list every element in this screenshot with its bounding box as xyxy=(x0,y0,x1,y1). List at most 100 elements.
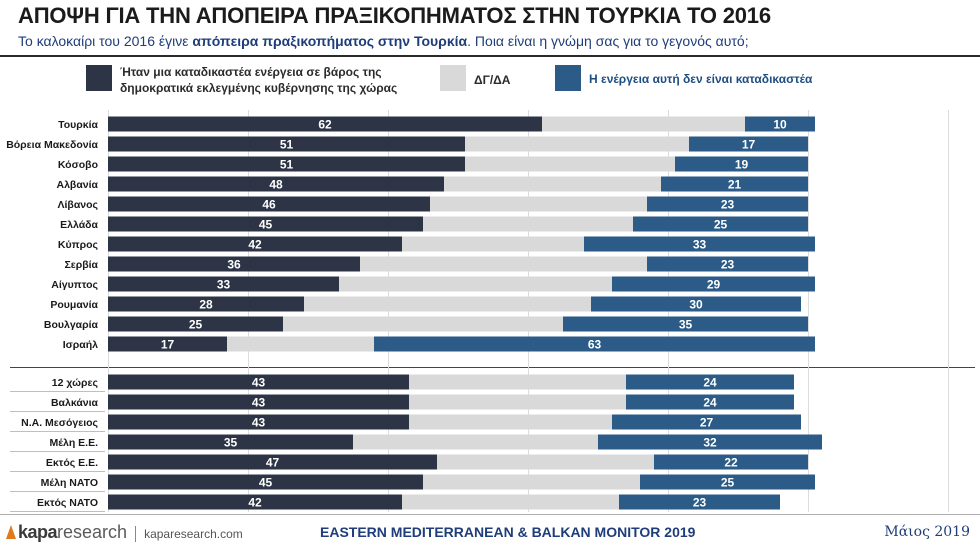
legend-label-condemn: Ήταν μια καταδικαστέα ενέργεια σε βάρος … xyxy=(120,64,397,96)
bar-dk-g0-r5 xyxy=(423,216,633,232)
value-not-g0-r9: 30 xyxy=(689,298,703,312)
bar-not-g1-r5 xyxy=(640,474,815,490)
row-label-g0-r4: Λίβανος xyxy=(58,199,99,211)
value-condemn-g0-r0: 62 xyxy=(318,118,332,132)
bar-not-g0-r0 xyxy=(745,116,815,132)
value-not-g1-r1: 24 xyxy=(703,396,717,410)
legend-swatch-condemn xyxy=(86,65,112,91)
bar-condemn-g1-r1 xyxy=(108,394,409,410)
value-not-g1-r4: 22 xyxy=(724,456,738,470)
value-condemn-g1-r1: 43 xyxy=(252,396,266,410)
row-label-g1-r0: 12 χώρες xyxy=(52,377,99,389)
value-condemn-g0-r7: 36 xyxy=(227,258,241,272)
row-label-g0-r9: Ρουμανία xyxy=(50,299,98,311)
value-not-g0-r11: 63 xyxy=(588,338,602,352)
value-not-g1-r0: 24 xyxy=(703,376,717,390)
bar-not-g0-r4 xyxy=(647,196,808,212)
page-title: ΑΠΟΨΗ ΓΙΑ ΤΗΝ ΑΠΟΠΕΙΡΑ ΠΡΑΞΙΚΟΠΗΜΑΤΟΣ ΣΤ… xyxy=(18,3,771,28)
bar-dk-g1-r3 xyxy=(353,434,598,450)
row-label-g0-r3: Αλβανία xyxy=(57,179,99,191)
bar-dk-g0-r7 xyxy=(360,256,647,272)
bar-condemn-g0-r5 xyxy=(108,216,423,232)
bar-condemn-g0-r11 xyxy=(108,336,227,352)
logo-mark-icon xyxy=(6,525,16,539)
row-label-g0-r5: Ελλάδα xyxy=(60,219,98,231)
bar-dk-g1-r2 xyxy=(409,414,612,430)
bar-not-g0-r6 xyxy=(584,236,815,252)
value-condemn-g1-r5: 45 xyxy=(259,476,273,490)
value-condemn-g0-r9: 28 xyxy=(199,298,213,312)
bar-condemn-g0-r6 xyxy=(108,236,402,252)
bar-dk-g1-r4 xyxy=(437,454,654,470)
bar-dk-g0-r10 xyxy=(283,316,563,332)
value-not-g1-r5: 25 xyxy=(721,476,735,490)
subtitle-text-start: Το καλοκαίρι του 2016 έγινε xyxy=(18,33,193,49)
value-not-g0-r8: 29 xyxy=(707,278,721,292)
row-label-g1-r3: Μέλη Ε.Ε. xyxy=(50,437,99,449)
row-label-g1-r4: Εκτός Ε.Ε. xyxy=(46,457,98,469)
bar-dk-g0-r1 xyxy=(465,136,689,152)
value-not-g0-r2: 19 xyxy=(735,158,749,172)
bar-dk-g0-r9 xyxy=(304,296,591,312)
bar-dk-g1-r0 xyxy=(409,374,626,390)
bar-condemn-g0-r2 xyxy=(108,156,465,172)
row-label-g0-r8: Αίγυπτος xyxy=(51,279,98,291)
legend-swatch-not xyxy=(555,65,581,91)
value-not-g0-r4: 23 xyxy=(721,198,735,212)
value-condemn-g1-r4: 47 xyxy=(266,456,280,470)
bar-condemn-g1-r3 xyxy=(108,434,353,450)
bar-condemn-g0-r8 xyxy=(108,276,339,292)
bar-not-g0-r9 xyxy=(591,296,801,312)
bar-condemn-g0-r9 xyxy=(108,296,304,312)
value-condemn-g0-r10: 25 xyxy=(189,318,203,332)
value-not-g1-r6: 23 xyxy=(693,496,707,510)
bar-condemn-g0-r7 xyxy=(108,256,360,272)
row-label-g0-r7: Σερβία xyxy=(64,259,98,271)
bar-not-g1-r1 xyxy=(626,394,794,410)
value-not-g0-r3: 21 xyxy=(728,178,742,192)
value-condemn-g0-r4: 46 xyxy=(262,198,276,212)
value-condemn-g0-r1: 51 xyxy=(280,138,294,152)
kapa-research-logo: kaparesearch kaparesearch.com xyxy=(6,522,243,542)
bar-dk-g0-r4 xyxy=(430,196,647,212)
row-label-g0-r6: Κύπρος xyxy=(58,239,99,251)
row-label-g0-r1: Βόρεια Μακεδονία xyxy=(6,139,98,151)
bar-not-g0-r3 xyxy=(661,176,808,192)
value-not-g0-r6: 33 xyxy=(693,238,707,252)
bar-not-g1-r3 xyxy=(598,434,822,450)
bar-condemn-g0-r3 xyxy=(108,176,444,192)
bar-condemn-g0-r10 xyxy=(108,316,283,332)
bar-condemn-g1-r0 xyxy=(108,374,409,390)
value-condemn-g0-r8: 33 xyxy=(217,278,231,292)
value-condemn-g0-r2: 51 xyxy=(280,158,294,172)
footer-date: Μάιος 2019 xyxy=(884,524,970,540)
row-label-g0-r10: Βουλγαρία xyxy=(44,319,99,331)
bar-condemn-g1-r2 xyxy=(108,414,409,430)
row-label-g1-r6: Εκτός ΝΑΤΟ xyxy=(37,497,98,509)
bar-condemn-g1-r5 xyxy=(108,474,423,490)
bar-dk-g0-r0 xyxy=(542,116,745,132)
logo-separator xyxy=(135,525,137,542)
row-label-g0-r0: Τουρκία xyxy=(58,119,98,131)
value-not-g0-r10: 35 xyxy=(679,318,693,332)
bar-not-g0-r10 xyxy=(563,316,808,332)
value-condemn-g0-r3: 48 xyxy=(269,178,283,192)
row-label-g1-r2: Ν.Α. Μεσόγειος xyxy=(21,417,98,429)
logo-site: kaparesearch.com xyxy=(144,526,243,541)
legend-label-condemn-line1: Ήταν μια καταδικαστέα ενέργεια σε βάρος … xyxy=(120,65,382,79)
logo-text-kapa: kapa xyxy=(18,522,58,542)
logo-text-research: research xyxy=(57,522,128,542)
bar-dk-g0-r2 xyxy=(465,156,675,172)
footer-divider xyxy=(0,514,980,515)
bar-not-g1-r2 xyxy=(612,414,801,430)
value-not-g1-r3: 32 xyxy=(703,436,717,450)
value-condemn-g1-r3: 35 xyxy=(224,436,238,450)
bar-dk-g1-r6 xyxy=(402,494,619,510)
chart-legend: Ήταν μια καταδικαστέα ενέργεια σε βάρος … xyxy=(0,60,980,100)
value-condemn-g1-r2: 43 xyxy=(252,416,266,430)
value-not-g0-r5: 25 xyxy=(714,218,728,232)
stacked-bar-chart: Τουρκία 62 10 Βόρεια Μακεδονία 51 17 Κόσοβο 51 1… xyxy=(6,110,975,512)
bar-not-g1-r0 xyxy=(626,374,794,390)
bar-dk-g1-r5 xyxy=(423,474,640,490)
legend-swatch-dk xyxy=(440,65,466,91)
